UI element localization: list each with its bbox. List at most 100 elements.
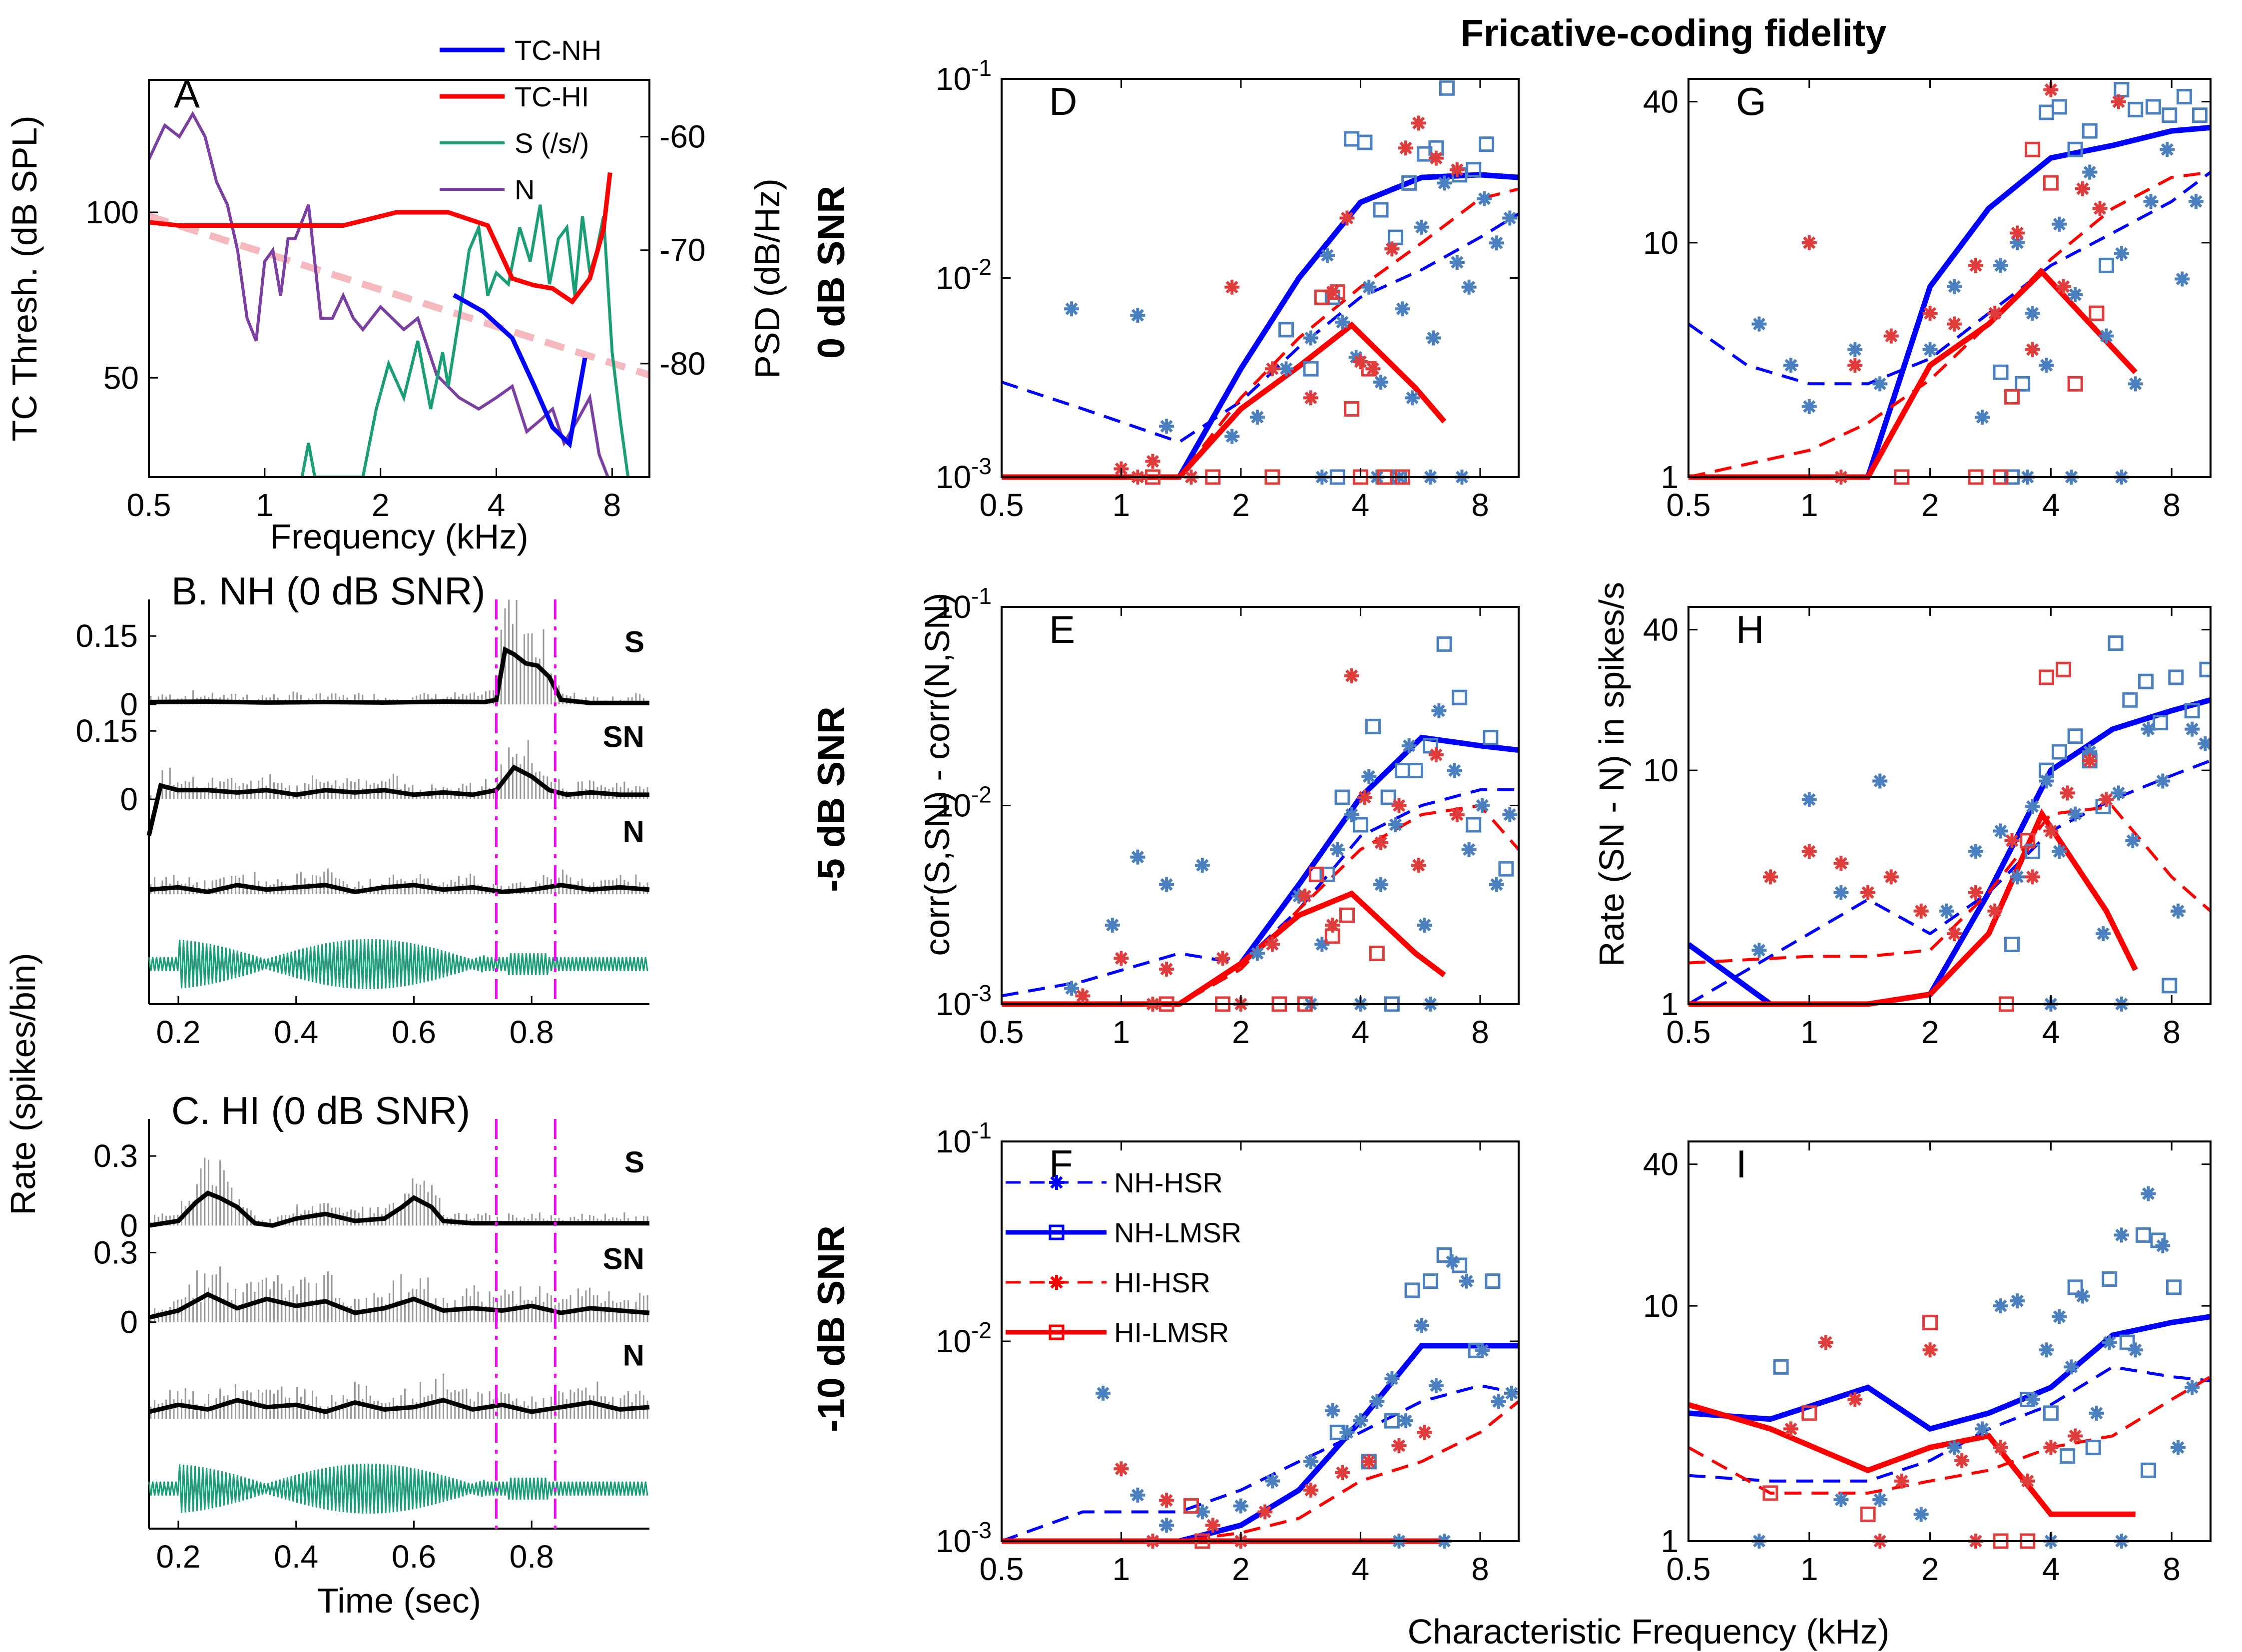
data-point-square — [1049, 1324, 1065, 1340]
data-point-star — [2068, 1428, 2083, 1444]
data-point-square — [2039, 104, 2055, 120]
data-point-star — [1987, 306, 2003, 321]
tick-exponent: -1 — [971, 55, 992, 81]
tick-exponent: -3 — [971, 453, 992, 479]
data-point-star — [1373, 374, 1389, 390]
x-tick-label: 4 — [2042, 1551, 2060, 1587]
data-point-star — [1278, 361, 1294, 377]
data-point-square — [1329, 1424, 1345, 1440]
data-point-star — [1751, 316, 1767, 332]
data-point-square — [1466, 162, 1482, 178]
series-line-hi-lmsr — [1688, 268, 2138, 480]
data-point-square — [1380, 789, 1396, 805]
axes-box — [1687, 78, 2212, 478]
axes-box — [1001, 1140, 1520, 1542]
data-point-star — [1477, 191, 1492, 206]
panel-F: 0.5 1 2 4 810-310-210-1F NH-HSRNH-LMSRHI-HSRH… — [936, 1117, 1520, 1587]
y2-tick-label: -60 — [659, 119, 706, 155]
trace-label: SN — [603, 720, 644, 754]
y-tick-label: 10 — [1643, 752, 1679, 788]
data-point-star — [2025, 799, 2040, 814]
data-point-star — [2056, 279, 2071, 294]
series-line-A — [453, 293, 587, 449]
data-point-star — [1833, 1492, 1849, 1508]
data-point-star — [1751, 943, 1767, 958]
trace-sn — [148, 1291, 650, 1320]
x-tick-label: 0.5 — [1667, 1014, 1711, 1050]
series-line-nh-lmsr — [1002, 172, 1519, 480]
x-tick-label: 1 — [1800, 1014, 1818, 1050]
legend-label: TC-HI — [515, 81, 589, 112]
data-point-star — [1968, 885, 1984, 900]
data-point-star — [1847, 342, 1863, 357]
data-point-square — [2025, 843, 2041, 859]
data-point-star — [1449, 807, 1465, 822]
y-tick-label: 40 — [1643, 1146, 1679, 1182]
data-point-square — [2067, 376, 2083, 392]
data-point-square — [2108, 635, 2124, 651]
data-point-square — [1483, 729, 1499, 745]
data-point-star — [1369, 1394, 1385, 1409]
data-point-star — [1414, 1318, 1429, 1333]
x-tick-label: 0.5 — [980, 1014, 1024, 1050]
data-point-star — [1391, 798, 1407, 813]
data-point-square — [2192, 107, 2208, 123]
plot-area-F — [1002, 1247, 1519, 1549]
data-point-star — [2025, 1392, 2040, 1407]
x-tick-label: 1 — [256, 487, 274, 523]
data-point-star — [2141, 721, 2156, 737]
y-tick-label: 0.3 — [93, 1234, 138, 1270]
tick-base: 10 — [936, 1523, 971, 1559]
data-point-square — [2043, 175, 2059, 191]
legend-label: S (/s/) — [515, 127, 589, 159]
data-point-star — [1249, 410, 1265, 425]
data-point-star — [1993, 1440, 2009, 1455]
data-point-star — [1353, 354, 1368, 369]
data-point-star — [1325, 917, 1340, 933]
data-point-star — [1224, 429, 1240, 444]
data-point-star — [1913, 1507, 1929, 1522]
trace-label: N — [623, 815, 644, 849]
data-point-star — [2171, 1440, 2186, 1455]
data-point-square — [1049, 1224, 1065, 1240]
data-point-square — [1329, 284, 1345, 300]
data-point-star — [1130, 849, 1145, 865]
data-point-star — [2075, 1288, 2090, 1304]
legend-label: N — [515, 174, 535, 205]
y-axis-label-A: TC Thresh. (dB SPL) — [5, 115, 44, 441]
data-point-square — [2043, 1405, 2059, 1421]
data-point-square — [1334, 789, 1350, 805]
series-line-nh-hsr — [1002, 788, 1519, 998]
speech-waveform — [148, 1463, 648, 1514]
data-point-star — [1297, 888, 1313, 904]
data-point-star — [1325, 1403, 1340, 1418]
data-point-star — [1801, 235, 1817, 250]
data-point-star — [1344, 807, 1359, 822]
axes-box — [1687, 1140, 2212, 1542]
data-point-star — [1993, 1298, 2009, 1314]
data-point-square — [2168, 669, 2184, 685]
data-point-star — [1339, 1425, 1355, 1440]
data-point-star — [1303, 390, 1319, 406]
data-point-square — [2145, 99, 2161, 115]
y-tick-label: 0 — [120, 1207, 138, 1243]
trace-n — [148, 1398, 650, 1414]
data-point-star — [1411, 115, 1426, 131]
y2-tick-label: -80 — [659, 346, 706, 382]
data-point-star — [1264, 937, 1280, 952]
data-point-star — [1417, 917, 1432, 933]
data-point-square — [2015, 376, 2031, 392]
data-point-star — [2068, 806, 2083, 822]
data-point-star — [1860, 885, 1876, 900]
y-tick-label: 1 — [1661, 459, 1679, 495]
data-point-square — [1344, 131, 1360, 147]
data-point-star — [1357, 790, 1372, 805]
series-line-nh-lmsr — [1688, 1314, 2211, 1432]
legend-F: NH-HSR NH-LMSR HI-HSR HI-LMSR — [1006, 1167, 1241, 1348]
data-point-square — [2199, 661, 2211, 677]
y-tick-label: 10-1 — [936, 1117, 992, 1159]
data-point-star — [1489, 877, 1504, 892]
x-tick-label: 4 — [2042, 1014, 2060, 1050]
data-point-star — [2052, 1309, 2067, 1324]
data-point-star — [1096, 1385, 1111, 1401]
